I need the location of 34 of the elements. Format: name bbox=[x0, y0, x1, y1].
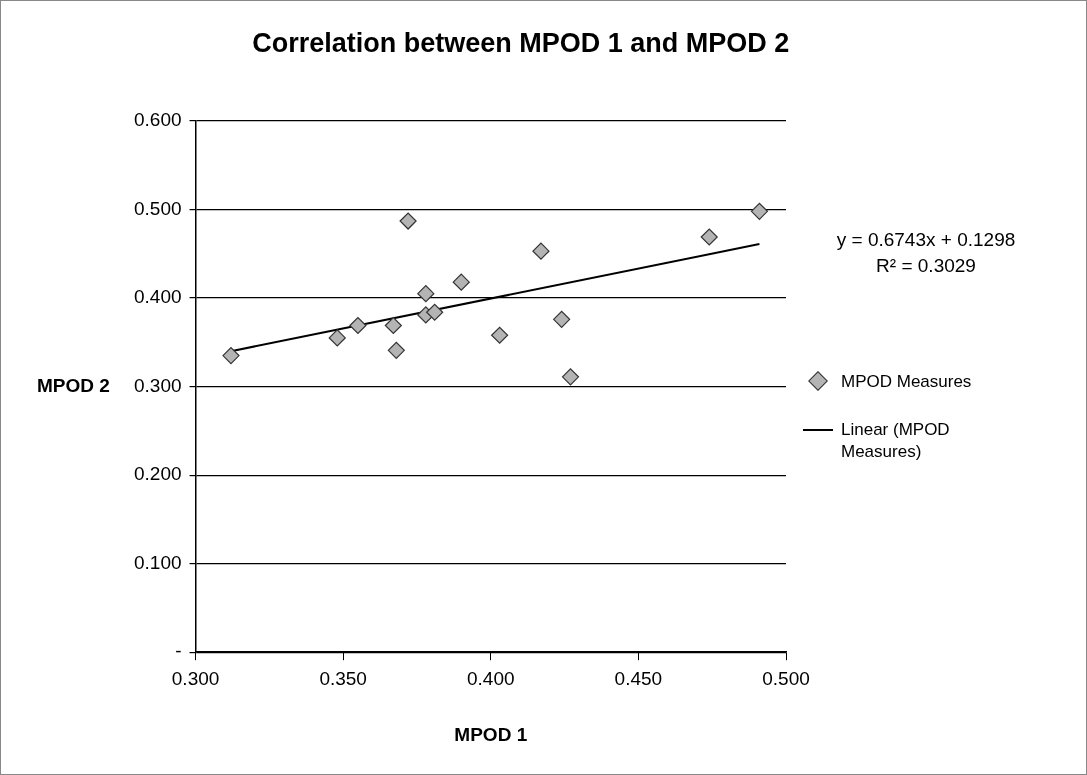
point bbox=[328, 329, 346, 347]
point bbox=[561, 368, 580, 386]
x-axis-title: MPOD 1 bbox=[454, 724, 528, 746]
y-tick-label: 0.300 bbox=[134, 374, 182, 396]
y-tick-label: 0.400 bbox=[134, 286, 182, 308]
point bbox=[553, 310, 571, 328]
point bbox=[222, 347, 240, 365]
point bbox=[387, 341, 405, 359]
x-tick-label: 0.400 bbox=[467, 667, 515, 689]
y-tick-label: 0.200 bbox=[134, 463, 182, 485]
y-tick-label: 0.100 bbox=[134, 551, 182, 573]
point bbox=[426, 303, 444, 321]
legend-label: MPOD Measures bbox=[841, 371, 972, 393]
point bbox=[399, 212, 417, 230]
chart-title: Correlation between MPOD 1 and MPOD 2 bbox=[252, 28, 790, 59]
y-tick-label: - bbox=[175, 640, 182, 662]
x-tick-label: 0.500 bbox=[762, 667, 810, 689]
legend-label: Linear (MPOD Measures) bbox=[841, 419, 951, 463]
text: R² = 0.3029 bbox=[876, 255, 976, 277]
text: y = 0.6743x + 0.1298 bbox=[836, 229, 1016, 251]
x-tick-label: 0.450 bbox=[614, 667, 663, 689]
point bbox=[491, 326, 509, 344]
point bbox=[417, 285, 435, 303]
y-tick-label: 0.500 bbox=[134, 197, 182, 219]
y-axis-title: MPOD 2 bbox=[37, 374, 110, 396]
point bbox=[700, 228, 718, 246]
y-tick-label: 0.600 bbox=[134, 109, 182, 131]
x-tick-label: 0.350 bbox=[319, 667, 367, 689]
point bbox=[750, 202, 769, 220]
point bbox=[349, 316, 367, 335]
x-tick-label: 0.300 bbox=[171, 667, 220, 689]
point bbox=[532, 242, 550, 260]
point bbox=[384, 316, 402, 335]
point bbox=[452, 273, 470, 291]
